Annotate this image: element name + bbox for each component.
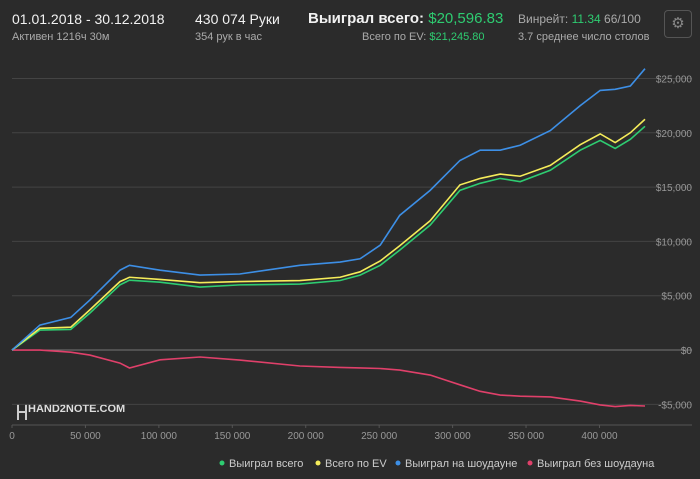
legend-marker	[315, 460, 321, 466]
ev-total: Всего по EV: $21,245.80	[362, 31, 484, 43]
y-tick-label: $5,000	[661, 292, 692, 303]
hands-per-hour: 354 рук в час	[195, 31, 263, 43]
logo	[17, 404, 27, 420]
x-tick-label: 200 000	[288, 431, 325, 442]
x-tick-label: 100 000	[141, 431, 178, 442]
legend-marker	[527, 460, 533, 466]
x-tick-label: 350 000	[508, 431, 545, 442]
legend-marker	[395, 460, 401, 466]
y-tick-label: $0	[681, 346, 693, 357]
x-tick-label: 400 000	[581, 431, 618, 442]
period: 01.01.2018 - 30.12.2018	[12, 11, 165, 27]
x-tick-label: 250 000	[361, 431, 398, 442]
legend-label: Выиграл всего	[229, 458, 303, 470]
x-tick-label: 50 000	[70, 431, 101, 442]
y-tick-label: -$5,000	[658, 400, 692, 411]
legend-marker	[219, 460, 225, 466]
series-line	[11, 68, 646, 351]
won-value: $20,596.83	[428, 10, 504, 27]
y-tick-label: $10,000	[656, 237, 693, 248]
legend-label: Всего по EV	[325, 458, 387, 470]
tables: 3.7 среднее число столов	[518, 31, 650, 43]
active-time: Активен 1216ч 30м	[12, 31, 110, 43]
x-tick-label: 300 000	[435, 431, 472, 442]
legend-label: Выиграл без шоудауна	[537, 458, 655, 470]
y-tick-label: $20,000	[656, 129, 693, 140]
series-line	[11, 118, 646, 351]
settings-button[interactable]: ⚙	[664, 10, 692, 38]
legend-label: Выиграл на шоудауне	[405, 458, 517, 470]
winrate-label: Винрейт:	[518, 12, 569, 26]
won-label: Выиграл всего:	[308, 10, 425, 27]
y-tick-label: $15,000	[656, 183, 693, 194]
series-line	[12, 349, 646, 408]
won-total: Выиграл всего: $20,596.83	[308, 10, 503, 27]
ev-label: Всего по EV:	[362, 31, 427, 43]
hands: 430 074 Руки	[195, 11, 280, 27]
winrate: Винрейт: 11.34 66/100	[518, 12, 641, 26]
watermark: HAND2NOTE.COM	[28, 403, 125, 415]
y-tick-label: $25,000	[656, 74, 693, 85]
series-line	[11, 125, 646, 351]
winrate-scale: 66/100	[604, 12, 641, 26]
x-tick-label: 0	[9, 431, 15, 442]
x-tick-label: 150 000	[214, 431, 251, 442]
ev-value: $21,245.80	[429, 31, 485, 43]
winrate-value: 11.34	[571, 12, 601, 26]
